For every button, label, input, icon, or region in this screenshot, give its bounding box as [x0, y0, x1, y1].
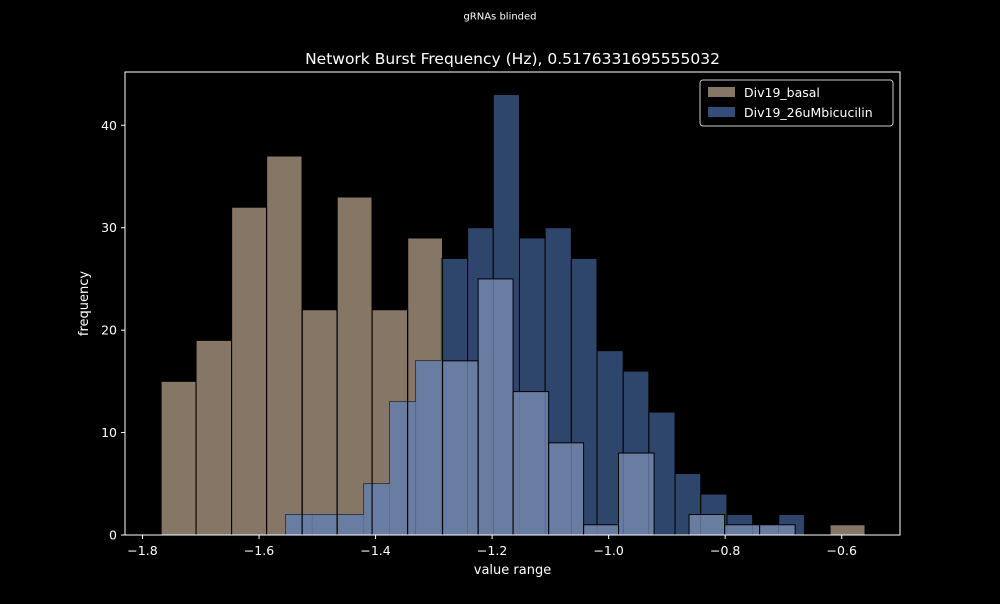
overlap-bar-5-3: [363, 483, 373, 535]
overlap-bar-5-2: [337, 514, 364, 535]
overlap-bar-9-8: [493, 278, 514, 535]
overlap-bar-7-6: [441, 258, 443, 535]
overlap-bar-12-12: [596, 524, 619, 535]
overlap-bar-13-12: [618, 453, 624, 535]
overlap-bar-4-1: [312, 514, 338, 535]
bar-Div19_basal-19: [829, 524, 866, 536]
overlap-bar-9-7: [478, 278, 494, 535]
legend-label-0: Div19_basal: [744, 85, 820, 100]
overlap-bar-4-0: [302, 514, 313, 535]
x-axis-label: value range: [474, 563, 551, 578]
x-tick-label: −1.4: [360, 543, 390, 558]
overlap-bar-6-3: [372, 483, 390, 535]
legend-swatch-1: [708, 107, 735, 117]
overlap-bar-13-14: [648, 453, 655, 535]
overlap-bar-13-13: [623, 453, 649, 535]
x-tick-label: −1.8: [127, 543, 157, 558]
overlap-bar-12-11: [583, 524, 597, 535]
x-tick-label: −1.6: [244, 543, 274, 558]
overlap-bar-7-4: [407, 401, 416, 535]
legend: Div19_basal Div19_26uMbicucilin: [699, 79, 894, 127]
y-tick-label: 30: [101, 220, 117, 235]
x-tick-label: −0.8: [710, 543, 740, 558]
chart-title: Network Burst Frequency (Hz), 0.51763316…: [305, 50, 720, 68]
overlap-bar-15-15: [689, 514, 701, 535]
y-tick-label: 20: [101, 323, 117, 338]
overlap-bar-10-9: [519, 391, 546, 535]
overlap-bar-8-6: [442, 360, 468, 535]
y-axis-label: frequency: [77, 271, 92, 337]
overlap-bar-16-17: [726, 524, 753, 535]
x-tick-label: −1.0: [593, 543, 623, 558]
overlap-bar-16-16: [724, 524, 727, 535]
legend-box: [699, 79, 894, 127]
overlap-bar-16-18: [752, 524, 760, 535]
x-tick-label: −0.6: [827, 543, 857, 558]
plot-frame: [124, 71, 901, 536]
overlap-bars: [285, 258, 796, 535]
overlap-bar-6-4: [389, 401, 408, 535]
bar-Div19_basal-4: [301, 309, 338, 536]
bar-Div19_basal-1: [195, 339, 233, 536]
overlap-bar-3-0: [285, 514, 303, 535]
legend-label-1: Div19_26uMbicucilin: [744, 105, 873, 120]
overlap-bar-10-10: [545, 391, 549, 535]
overlap-bar-17-19: [778, 524, 796, 535]
overlap-bar-10-8: [513, 391, 520, 535]
y-tick-label: 10: [101, 425, 117, 440]
bar-Div19_basal-3: [266, 155, 303, 536]
bar-Div19_basal-2: [231, 206, 268, 536]
overlap-bar-15-16: [700, 514, 725, 535]
overlap-bar-17-18: [759, 524, 779, 535]
bar-Div19_basal-0: [160, 380, 197, 536]
y-tick-label: 40: [101, 118, 117, 133]
overlap-bar-8-7: [467, 360, 479, 535]
overlap-bar-7-5: [415, 360, 442, 535]
figure-suptitle: gRNAs blinded: [463, 12, 536, 23]
x-tick-label: −1.2: [477, 543, 507, 558]
overlap-bar-11-11: [571, 442, 584, 535]
legend-swatch-0: [708, 87, 735, 97]
y-tick-label: 0: [109, 528, 117, 543]
overlap-bar-11-10: [548, 442, 572, 535]
